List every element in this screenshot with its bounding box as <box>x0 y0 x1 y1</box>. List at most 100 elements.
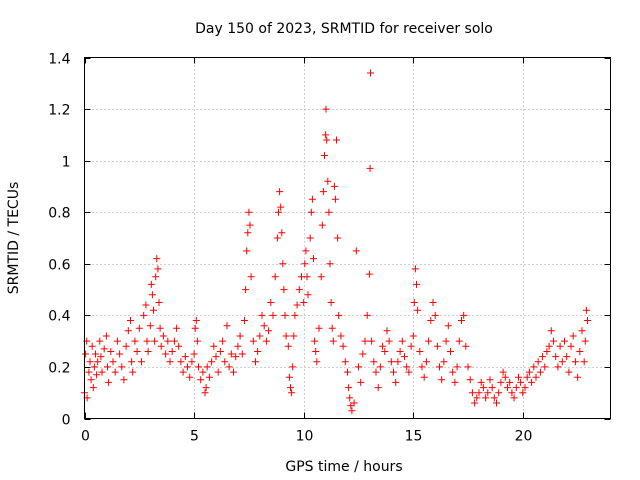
data-point <box>271 273 279 281</box>
data-point <box>444 322 452 330</box>
data-point <box>267 299 275 306</box>
data-point <box>289 363 297 371</box>
data-point <box>107 348 115 355</box>
data-point <box>120 376 128 384</box>
data-point <box>506 378 514 386</box>
data-point <box>244 229 252 237</box>
data-point <box>576 348 584 355</box>
data-point <box>191 324 199 332</box>
data-point <box>295 286 303 294</box>
data-point <box>311 337 319 345</box>
data-point <box>281 311 289 319</box>
data-point <box>569 332 577 340</box>
data-point <box>144 348 152 355</box>
data-point <box>284 342 292 350</box>
data-point <box>366 164 374 172</box>
data-point <box>97 353 105 361</box>
data-point <box>138 358 145 366</box>
data-point <box>234 342 242 350</box>
y-axis-label: SRMTID / TECUs <box>6 182 22 295</box>
data-point <box>181 353 189 361</box>
data-point <box>352 247 360 255</box>
data-point <box>525 368 533 376</box>
data-point <box>477 378 485 386</box>
x-tick-label: 5 <box>190 429 199 445</box>
data-point <box>357 378 365 386</box>
data-point <box>242 286 250 294</box>
data-point <box>111 368 119 376</box>
data-point <box>184 363 191 371</box>
y-tick-label: 0.4 <box>48 309 70 325</box>
data-point <box>254 348 262 355</box>
data-point <box>304 291 312 299</box>
data-point <box>565 368 573 376</box>
data-point <box>550 337 557 345</box>
data-point <box>147 280 155 288</box>
data-point <box>279 260 287 268</box>
data-point <box>236 332 244 340</box>
data-point <box>221 358 229 366</box>
data-point <box>306 234 314 242</box>
data-point <box>247 273 255 281</box>
data-point <box>344 368 351 376</box>
y-tick-label: 1 <box>62 155 71 171</box>
data-point <box>307 208 315 216</box>
data-point <box>567 342 575 350</box>
data-point <box>192 317 200 324</box>
data-point <box>162 350 170 358</box>
data-point <box>90 363 98 371</box>
data-point <box>175 342 183 350</box>
plot-frame <box>84 57 611 419</box>
data-point <box>346 394 354 402</box>
data-point <box>493 399 500 407</box>
data-point <box>287 384 294 392</box>
data-point <box>488 384 496 392</box>
data-point <box>116 350 124 358</box>
data-point <box>350 399 358 407</box>
data-point <box>471 399 479 407</box>
data-point <box>143 337 151 345</box>
data-point <box>312 348 320 355</box>
data-point <box>453 363 461 371</box>
data-point <box>197 376 205 384</box>
data-point <box>381 348 389 355</box>
x-tick-label: 0 <box>81 429 90 445</box>
data-point <box>556 342 564 350</box>
data-point <box>87 376 95 384</box>
data-point <box>262 337 270 345</box>
y-tick-labels: 0 0.2 0.4 0.6 0.8 1 1.2 1.4 <box>48 52 70 429</box>
data-point <box>232 353 240 361</box>
data-point <box>368 337 376 345</box>
data-point <box>330 182 338 190</box>
data-point <box>475 389 483 397</box>
data-point <box>536 368 544 376</box>
data-point <box>385 337 393 345</box>
data-point <box>275 208 282 216</box>
data-point <box>186 373 194 381</box>
data-point <box>541 363 549 371</box>
data-point <box>293 301 301 309</box>
data-point <box>561 337 568 345</box>
data-point <box>203 363 211 371</box>
data-point <box>245 208 253 216</box>
data-point <box>177 358 185 366</box>
data-point <box>127 317 134 324</box>
data-point <box>321 152 328 159</box>
data-point <box>580 358 588 366</box>
y-tick-label: 0 <box>62 413 71 429</box>
data-point <box>256 332 264 340</box>
data-point <box>398 337 406 345</box>
data-point <box>205 373 213 381</box>
data-point <box>337 332 345 340</box>
data-point <box>113 337 121 345</box>
data-point <box>131 337 139 345</box>
data-point <box>532 373 540 381</box>
data-point <box>170 337 178 345</box>
data-point <box>241 317 248 324</box>
data-point <box>227 350 235 358</box>
data-point <box>190 350 198 358</box>
data-point <box>301 260 309 268</box>
data-point <box>429 299 437 306</box>
data-point <box>269 311 277 319</box>
data-point <box>547 327 555 335</box>
